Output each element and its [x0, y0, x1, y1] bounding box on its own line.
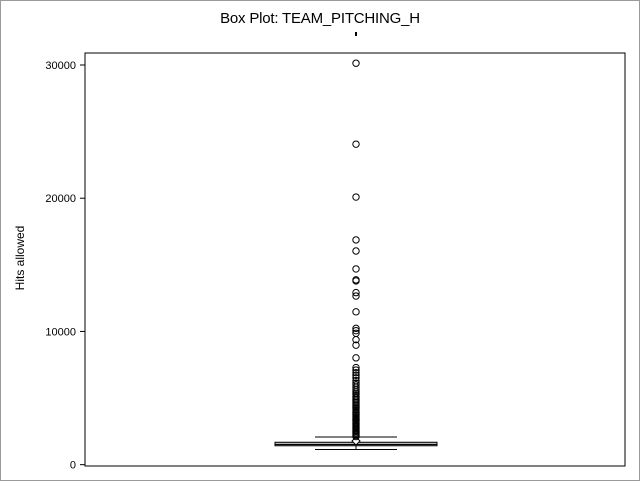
outlier-point [352, 288, 360, 297]
outlier-point [352, 193, 360, 201]
outlier-point [352, 432, 360, 441]
chart-title: Box Plot: TEAM_PITCHING_H [220, 10, 420, 27]
y-tick-label: 10000 [45, 326, 76, 338]
outlier-point [352, 308, 360, 316]
outlier-point [352, 326, 360, 335]
outlier-group [352, 59, 360, 441]
outlier-point [352, 236, 360, 244]
outlier-point [352, 324, 360, 333]
y-tick-label: 30000 [45, 60, 76, 72]
plot-area [84, 52, 626, 467]
outlier-point [352, 363, 360, 372]
outlier-point [352, 277, 360, 285]
y-tick-label: 20000 [45, 193, 76, 205]
outlier-point [352, 59, 360, 67]
outlier-point [352, 335, 360, 344]
outlier-point [352, 341, 360, 349]
y-axis-label: Hits allowed [13, 226, 27, 291]
outlier-point [352, 368, 360, 377]
outlier-point [352, 354, 360, 362]
y-axis: 0 10000 20000 30000 [45, 32, 357, 472]
outlier-point [352, 292, 360, 300]
outlier-point [352, 265, 360, 273]
outlier-point [352, 385, 360, 394]
y-tick-label: 0 [70, 460, 76, 472]
outlier-point [352, 371, 360, 379]
outlier-point [352, 247, 360, 255]
outlier-point [352, 140, 360, 148]
outlier-point [352, 374, 360, 382]
outlier-point [352, 366, 360, 374]
